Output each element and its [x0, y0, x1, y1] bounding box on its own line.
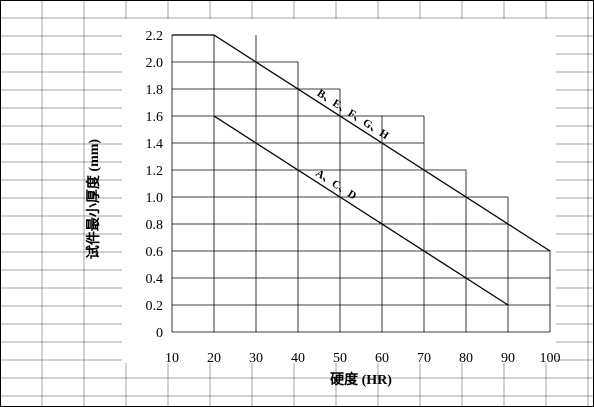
y-tick-label: 0.8	[146, 218, 164, 233]
y-tick-label: 1.4	[146, 137, 164, 152]
y-tick-label: 1.2	[146, 164, 164, 179]
x-axis-title: 硬度 (HR)	[330, 371, 392, 388]
plot-background	[122, 19, 556, 363]
y-tick-labels: 0 0.2 0.4 0.6 0.8 1.0 1.2 1.4 1.6 1.8 2.0 2.2	[146, 29, 164, 341]
x-tick-label: 80	[459, 351, 473, 366]
series-line-2	[213, 115, 509, 306]
y-tick-label: 2.2	[146, 29, 164, 44]
x-tick-label: 50	[333, 351, 347, 366]
y-tick-label: 0.4	[146, 272, 164, 287]
y-tick-label: 0.2	[146, 299, 164, 314]
x-tick-labels: 10 20 30 40 50 60 70 80 90 100	[165, 351, 561, 366]
y-tick-label: 1.0	[146, 191, 164, 206]
y-tick-label: 0.6	[146, 245, 164, 260]
x-tick-label: 30	[249, 351, 263, 366]
y-axis-title: 试件最小厚度 (mm)	[85, 139, 102, 259]
x-tick-label: 90	[501, 351, 515, 366]
x-tick-label: 10	[165, 351, 179, 366]
y-tick-label: 1.8	[146, 83, 164, 98]
x-tick-label: 60	[375, 351, 389, 366]
y-tick-label: 1.6	[146, 110, 164, 125]
x-tick-label: 100	[540, 351, 561, 366]
y-tick-label: 0	[156, 326, 163, 341]
series-layer	[172, 34, 551, 306]
x-tick-label: 20	[207, 351, 221, 366]
series-line-1	[172, 34, 551, 252]
y-tick-label: 2.0	[146, 56, 164, 71]
x-tick-label: 40	[291, 351, 305, 366]
x-tick-label: 70	[417, 351, 431, 366]
